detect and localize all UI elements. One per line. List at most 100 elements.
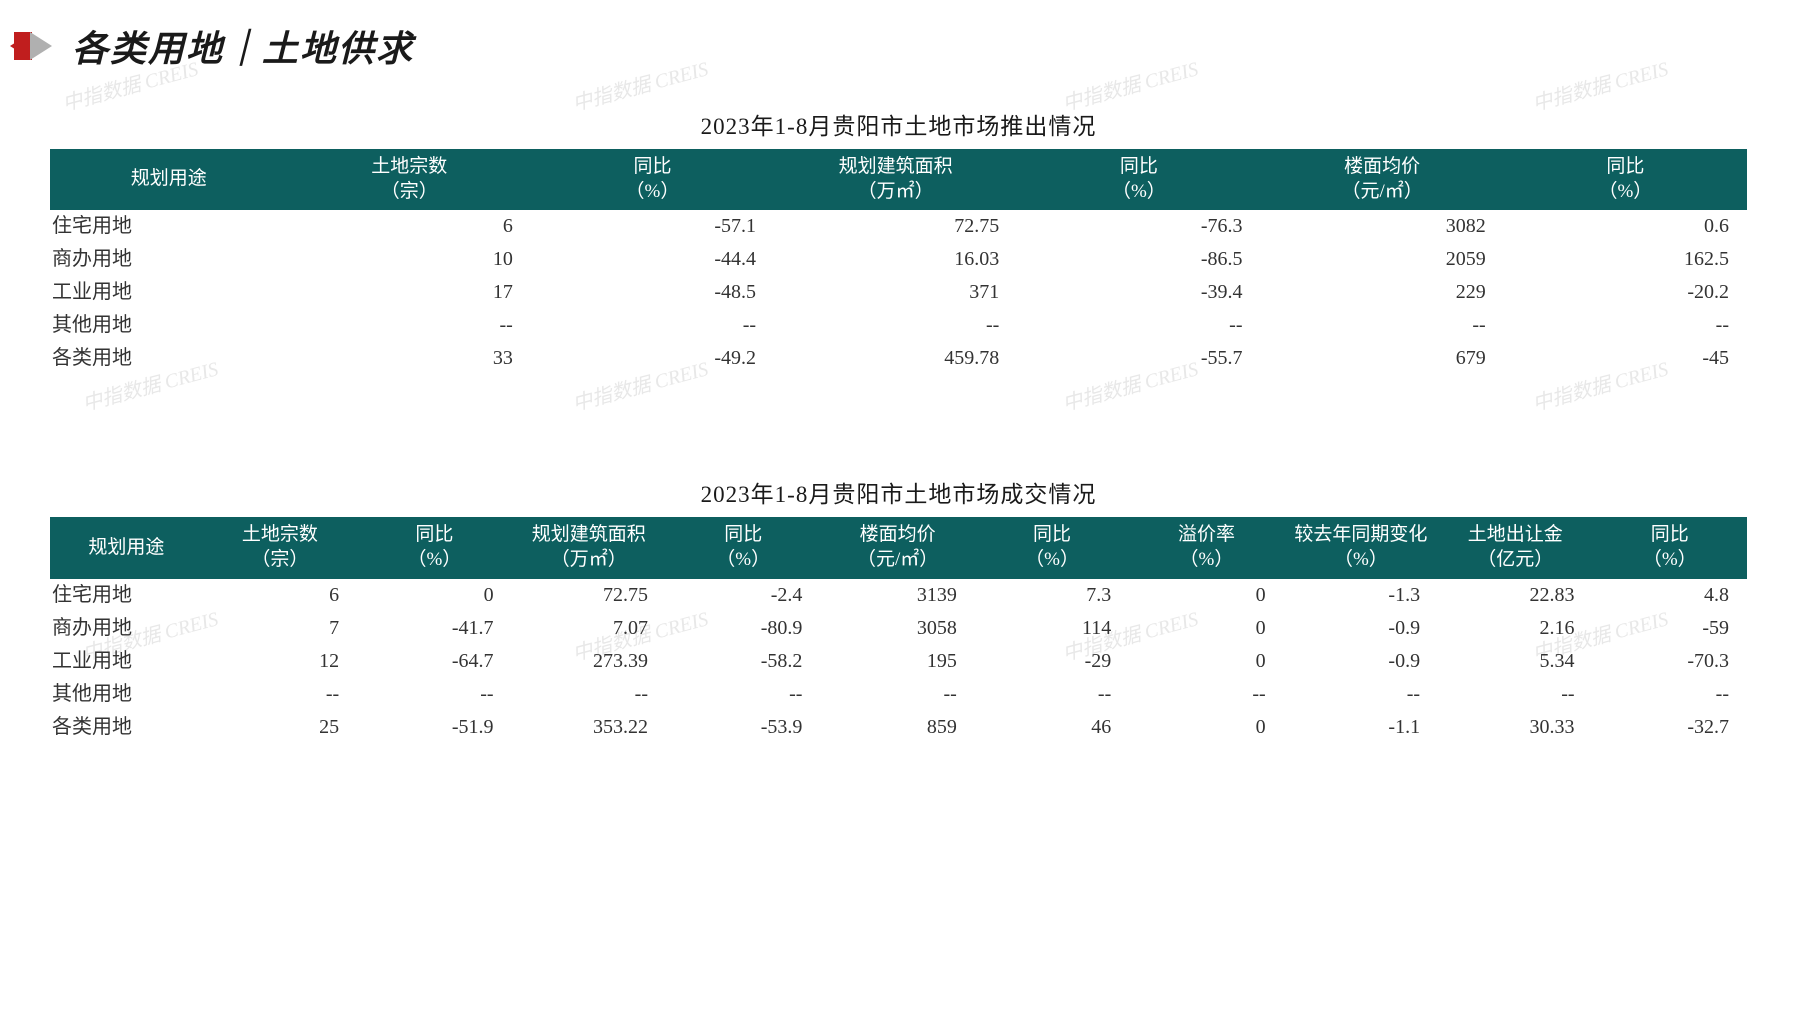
data-cell: -49.2 [531, 342, 774, 375]
table-header-cell: 规划用途 [50, 517, 203, 578]
data-cell: 17 [288, 276, 531, 309]
row-label: 其他用地 [50, 309, 288, 342]
data-cell: 679 [1261, 342, 1504, 375]
table-header-cell: 规划建筑面积（万㎡） [774, 149, 1017, 210]
data-cell: -29 [975, 645, 1129, 678]
data-cell: 12 [203, 645, 357, 678]
data-cell: 3139 [820, 579, 974, 612]
data-cell: 0 [1129, 711, 1283, 744]
table-header-cell: 同比（%） [531, 149, 774, 210]
data-cell: 162.5 [1504, 243, 1747, 276]
data-cell: 114 [975, 612, 1129, 645]
data-cell: 0 [1129, 579, 1283, 612]
table-row: 商办用地7-41.77.07-80.930581140-0.92.16-59 [50, 612, 1747, 645]
data-cell: 5.34 [1438, 645, 1592, 678]
row-label: 工业用地 [50, 645, 203, 678]
table-header-cell: 同比（%） [1017, 149, 1260, 210]
table-header-cell: 同比（%） [975, 517, 1129, 578]
data-cell: -- [288, 309, 531, 342]
data-cell: -44.4 [531, 243, 774, 276]
table2-title: 2023年1-8月贵阳市土地市场成交情况 [50, 475, 1747, 509]
data-cell: -- [820, 678, 974, 711]
table-row: 各类用地25-51.9353.22-53.9859460-1.130.33-32… [50, 711, 1747, 744]
data-cell: -32.7 [1593, 711, 1747, 744]
data-cell: -- [666, 678, 820, 711]
table-row: 其他用地-------------------- [50, 678, 1747, 711]
data-cell: -- [975, 678, 1129, 711]
data-cell: 7 [203, 612, 357, 645]
table1-container: 2023年1-8月贵阳市土地市场推出情况 规划用途土地宗数（宗）同比（%）规划建… [50, 107, 1747, 375]
data-cell: 10 [288, 243, 531, 276]
data-cell: 46 [975, 711, 1129, 744]
table-header-cell: 土地宗数（宗） [203, 517, 357, 578]
data-cell: 3082 [1261, 210, 1504, 243]
data-cell: -- [1017, 309, 1260, 342]
table-row: 其他用地------------ [50, 309, 1747, 342]
row-label: 工业用地 [50, 276, 288, 309]
data-cell: 2.16 [1438, 612, 1592, 645]
row-label: 住宅用地 [50, 579, 203, 612]
table-header-cell: 同比（%） [357, 517, 511, 578]
logo-icon [10, 32, 52, 60]
data-cell: 22.83 [1438, 579, 1592, 612]
data-cell: -- [357, 678, 511, 711]
row-label: 住宅用地 [50, 210, 288, 243]
data-cell: -64.7 [357, 645, 511, 678]
table-row: 住宅用地6072.75-2.431397.30-1.322.834.8 [50, 579, 1747, 612]
table-header-cell: 土地宗数（宗） [288, 149, 531, 210]
data-cell: 16.03 [774, 243, 1017, 276]
data-cell: -76.3 [1017, 210, 1260, 243]
data-cell: -57.1 [531, 210, 774, 243]
data-cell: -51.9 [357, 711, 511, 744]
data-cell: -0.9 [1284, 612, 1438, 645]
data-cell: 0.6 [1504, 210, 1747, 243]
table-row: 工业用地12-64.7273.39-58.2195-290-0.95.34-70… [50, 645, 1747, 678]
content-area: 2023年1-8月贵阳市土地市场推出情况 规划用途土地宗数（宗）同比（%）规划建… [0, 107, 1797, 744]
data-cell: -0.9 [1284, 645, 1438, 678]
data-cell: 273.39 [512, 645, 666, 678]
row-label: 各类用地 [50, 711, 203, 744]
table-header-cell: 溢价率（%） [1129, 517, 1283, 578]
table-header-cell: 同比（%） [1504, 149, 1747, 210]
data-cell: 30.33 [1438, 711, 1592, 744]
data-cell: -59 [1593, 612, 1747, 645]
data-cell: 0 [1129, 645, 1283, 678]
data-cell: 371 [774, 276, 1017, 309]
data-cell: -20.2 [1504, 276, 1747, 309]
table-header-cell: 规划用途 [50, 149, 288, 210]
data-cell: 6 [288, 210, 531, 243]
data-cell: 6 [203, 579, 357, 612]
data-cell: 72.75 [512, 579, 666, 612]
data-cell: -- [1504, 309, 1747, 342]
table-row: 商办用地10-44.416.03-86.52059162.5 [50, 243, 1747, 276]
data-cell: -70.3 [1593, 645, 1747, 678]
table-header-cell: 规划建筑面积（万㎡） [512, 517, 666, 578]
row-label: 商办用地 [50, 243, 288, 276]
data-cell: 4.8 [1593, 579, 1747, 612]
data-cell: -80.9 [666, 612, 820, 645]
supply-table: 规划用途土地宗数（宗）同比（%）规划建筑面积（万㎡）同比（%）楼面均价（元/㎡）… [50, 149, 1747, 375]
data-cell: -- [1129, 678, 1283, 711]
table-row: 工业用地17-48.5371-39.4229-20.2 [50, 276, 1747, 309]
transaction-table: 规划用途土地宗数（宗）同比（%）规划建筑面积（万㎡）同比（%）楼面均价（元/㎡）… [50, 517, 1747, 743]
data-cell: -86.5 [1017, 243, 1260, 276]
page-header: 各类用地｜土地供求 [0, 0, 1797, 72]
data-cell: -39.4 [1017, 276, 1260, 309]
data-cell: -53.9 [666, 711, 820, 744]
data-cell: 7.3 [975, 579, 1129, 612]
data-cell: 2059 [1261, 243, 1504, 276]
table2-head: 规划用途土地宗数（宗）同比（%）规划建筑面积（万㎡）同比（%）楼面均价（元/㎡）… [50, 517, 1747, 578]
data-cell: 33 [288, 342, 531, 375]
data-cell: 229 [1261, 276, 1504, 309]
data-cell: 353.22 [512, 711, 666, 744]
row-label: 其他用地 [50, 678, 203, 711]
page-title: 各类用地｜土地供求 [72, 20, 414, 72]
data-cell: -58.2 [666, 645, 820, 678]
table-header-cell: 同比（%） [1593, 517, 1747, 578]
table-header-cell: 同比（%） [666, 517, 820, 578]
data-cell: 859 [820, 711, 974, 744]
table-header-cell: 楼面均价（元/㎡） [820, 517, 974, 578]
table1-head: 规划用途土地宗数（宗）同比（%）规划建筑面积（万㎡）同比（%）楼面均价（元/㎡）… [50, 149, 1747, 210]
data-cell: -- [203, 678, 357, 711]
data-cell: -45 [1504, 342, 1747, 375]
